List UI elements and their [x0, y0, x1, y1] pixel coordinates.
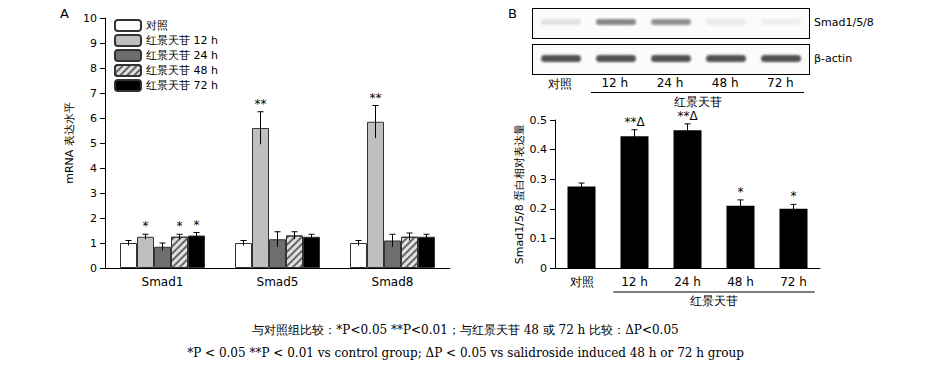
svg-text:3: 3 — [90, 187, 97, 200]
svg-text:0.1: 0.1 — [530, 232, 548, 245]
svg-text:24 h: 24 h — [674, 275, 701, 289]
svg-text:1: 1 — [90, 237, 97, 250]
svg-text:0: 0 — [540, 262, 547, 275]
svg-text:0.3: 0.3 — [530, 173, 548, 186]
svg-text:Smad5: Smad5 — [257, 275, 299, 289]
svg-text:红景天苷: 红景天苷 — [690, 294, 738, 308]
svg-text:6: 6 — [90, 112, 97, 125]
svg-text:红景天苷 48 h: 红景天苷 48 h — [146, 64, 218, 77]
svg-text:*: * — [177, 219, 183, 233]
svg-text:48 h: 48 h — [727, 275, 754, 289]
html-text:A: A — [60, 6, 69, 21]
svg-text:Smad1/5/8 蛋白相对表达量: Smad1/5/8 蛋白相对表达量 — [513, 124, 526, 264]
svg-text:mRNA 表达水平: mRNA 表达水平 — [63, 102, 76, 184]
html-text:*P < 0.05 **P < 0.01 vs contro: *P < 0.05 **P < 0.01 vs control group; Δ… — [187, 346, 744, 360]
svg-text:红景天苷 72 h: 红景天苷 72 h — [146, 79, 218, 92]
svg-text:0.4: 0.4 — [530, 143, 548, 156]
svg-text:红景天苷 24 h: 红景天苷 24 h — [146, 49, 218, 62]
html-text:48 h: 48 h — [711, 76, 739, 90]
svg-text:*: * — [194, 218, 200, 232]
svg-text:**Δ: **Δ — [677, 109, 698, 123]
svg-text:9: 9 — [90, 37, 97, 50]
svg-text:*: * — [738, 185, 744, 199]
svg-text:10: 10 — [83, 12, 97, 25]
svg-text:**: ** — [255, 97, 267, 111]
svg-text:5: 5 — [90, 137, 97, 150]
svg-text:0: 0 — [90, 262, 97, 275]
html-text:对照: 对照 — [547, 77, 572, 91]
svg-text:7: 7 — [90, 87, 97, 100]
html-text:β-actin: β-actin — [814, 52, 853, 65]
svg-text:Smad8: Smad8 — [372, 275, 414, 289]
svg-text:红景天苷 12 h: 红景天苷 12 h — [146, 34, 218, 47]
html-text:Smad1/5/8: Smad1/5/8 — [814, 16, 874, 29]
svg-text:*: * — [791, 189, 797, 203]
svg-text:**: ** — [370, 91, 382, 105]
html-text:红景天苷: 红景天苷 — [673, 95, 722, 109]
svg-text:72 h: 72 h — [780, 275, 807, 289]
svg-text:4: 4 — [90, 162, 97, 175]
svg-text:8: 8 — [90, 62, 97, 75]
svg-text:Smad1: Smad1 — [142, 275, 184, 289]
html-text:24 h: 24 h — [656, 76, 684, 90]
html-text:12 h: 12 h — [601, 76, 629, 90]
html-text:72 h: 72 h — [767, 76, 794, 90]
html-text:B: B — [508, 6, 517, 21]
svg-text:对照: 对照 — [570, 275, 594, 289]
svg-text:0.5: 0.5 — [530, 114, 548, 127]
svg-text:对照: 对照 — [146, 19, 168, 32]
html-text:与对照组比较：*P<0.05 **P<0.01；与红景天苷: 与对照组比较：*P<0.05 **P<0.01；与红景天苷 48 或 72 h … — [252, 323, 679, 337]
svg-text:2: 2 — [90, 212, 97, 225]
svg-text:**Δ: **Δ — [624, 115, 645, 129]
svg-text:12 h: 12 h — [621, 275, 648, 289]
svg-text:*: * — [143, 219, 149, 233]
svg-text:0.2: 0.2 — [530, 202, 548, 215]
